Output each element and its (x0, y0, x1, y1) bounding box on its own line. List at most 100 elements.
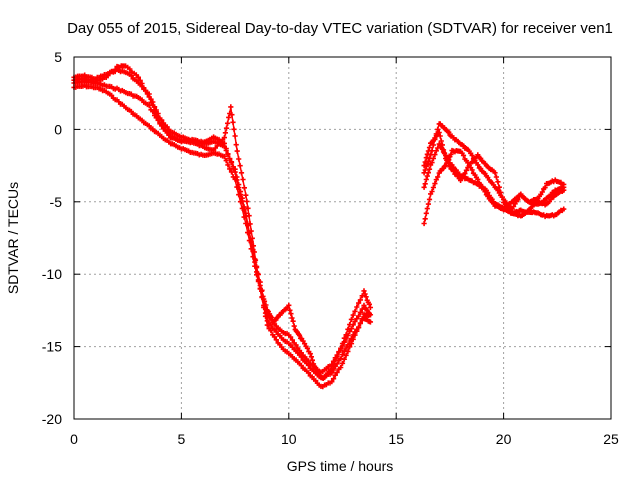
grid-layer (74, 57, 611, 419)
data-point (232, 133, 238, 139)
data-point (226, 114, 232, 120)
data-point (166, 126, 172, 132)
tick-layer: 0 5 10 15 20 25 5 0 -5 -10 -15 -20 (42, 49, 619, 447)
data-point (492, 170, 498, 176)
data-point (441, 150, 448, 157)
data-point (367, 304, 374, 311)
data-point (475, 176, 481, 182)
data-point (432, 136, 438, 142)
data-point (430, 142, 436, 148)
data-point (264, 322, 270, 328)
data-point (341, 339, 347, 345)
data-point (426, 144, 433, 151)
data-point (426, 196, 433, 202)
data-point (367, 312, 374, 318)
data-point (446, 160, 452, 166)
data-point (561, 206, 567, 212)
y-tick-label: -5 (50, 194, 63, 210)
data-point (422, 181, 428, 187)
data-point (429, 188, 435, 195)
data-point (343, 352, 349, 358)
data-point (290, 318, 296, 324)
data-point (495, 179, 501, 185)
data-point (287, 307, 293, 313)
y-tick-label: 5 (54, 49, 62, 65)
data-point (240, 176, 246, 183)
data-point (128, 73, 134, 79)
data-point (221, 135, 227, 141)
data-point (511, 203, 517, 210)
data-point (332, 363, 338, 370)
data-point (148, 96, 154, 102)
data-point (127, 66, 133, 72)
data-point (429, 148, 435, 154)
data-point (352, 308, 358, 314)
data-point (348, 326, 355, 332)
data-point (254, 269, 260, 275)
data-point (225, 152, 231, 158)
data-point (225, 162, 231, 168)
data-point (298, 354, 304, 360)
data-point (437, 133, 443, 139)
data-point (357, 320, 363, 326)
data-point (469, 167, 475, 173)
data-point (261, 304, 267, 310)
data-point (236, 156, 242, 162)
data-point (146, 103, 152, 109)
data-point (268, 316, 274, 322)
data-point (362, 291, 368, 297)
data-point (433, 177, 439, 183)
data-point (425, 158, 431, 164)
data-point (469, 152, 475, 158)
data-point (223, 158, 229, 164)
data-point (475, 162, 481, 168)
data-point (421, 170, 427, 176)
data-point (222, 130, 228, 136)
data-point (109, 92, 115, 98)
data-point (150, 109, 156, 115)
data-point (356, 313, 362, 319)
data-point (361, 288, 367, 294)
data-point (561, 187, 567, 193)
data-point (291, 323, 297, 329)
data-point (234, 174, 240, 180)
data-point (334, 369, 340, 375)
data-point (367, 319, 374, 325)
data-point (338, 364, 344, 371)
data-point (338, 347, 344, 353)
data-point (233, 142, 239, 148)
data-point (289, 337, 295, 343)
data-point (429, 160, 435, 166)
data-point (343, 336, 349, 342)
data-point (363, 294, 369, 300)
data-point (241, 204, 247, 210)
data-point (347, 328, 353, 334)
data-point (361, 302, 367, 308)
data-point (428, 152, 434, 158)
data-point (330, 376, 337, 382)
x-tick-label: 5 (178, 431, 186, 447)
x-tick-label: 10 (281, 431, 297, 447)
data-point (357, 309, 363, 315)
data-point (128, 108, 134, 115)
data-point (243, 192, 249, 198)
data-point (223, 125, 230, 131)
plot-frame (73, 56, 612, 420)
data-point (458, 177, 464, 183)
data-point (423, 163, 429, 169)
data-point (150, 99, 156, 105)
data-point (421, 220, 427, 227)
data-point (348, 316, 355, 322)
data-point (237, 163, 243, 169)
data-point (432, 181, 438, 187)
data-point (542, 185, 548, 191)
data-point (506, 205, 512, 212)
data-point (239, 195, 245, 201)
data-point (329, 361, 335, 367)
data-point (332, 372, 338, 378)
data-point (435, 174, 441, 180)
data-point (330, 358, 337, 364)
data-point (232, 166, 238, 172)
data-point (221, 153, 227, 160)
